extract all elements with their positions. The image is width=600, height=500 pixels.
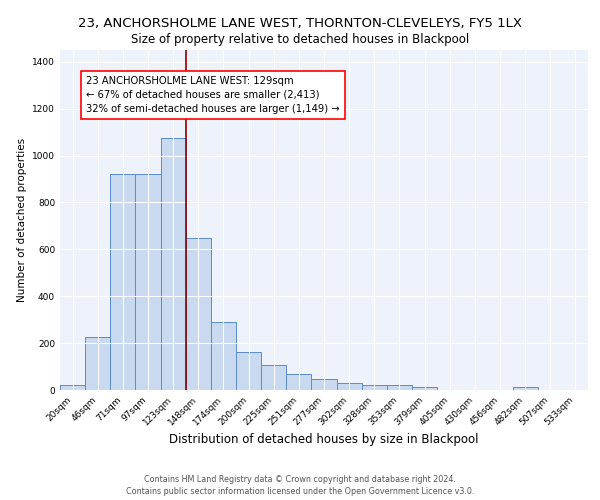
Bar [311, 380, 337, 390]
Bar [110, 174, 136, 390]
Bar [136, 174, 161, 390]
Bar [362, 386, 387, 390]
Bar [512, 387, 538, 390]
Bar [387, 386, 412, 390]
X-axis label: Distribution of detached houses by size in Blackpool: Distribution of detached houses by size … [169, 432, 479, 446]
Bar [286, 374, 311, 390]
Text: Size of property relative to detached houses in Blackpool: Size of property relative to detached ho… [131, 32, 469, 46]
Text: 23, ANCHORSHOLME LANE WEST, THORNTON-CLEVELEYS, FY5 1LX: 23, ANCHORSHOLME LANE WEST, THORNTON-CLE… [78, 18, 522, 30]
Y-axis label: Number of detached properties: Number of detached properties [17, 138, 26, 302]
Text: 23 ANCHORSHOLME LANE WEST: 129sqm
← 67% of detached houses are smaller (2,413)
3: 23 ANCHORSHOLME LANE WEST: 129sqm ← 67% … [86, 76, 340, 114]
Bar [186, 238, 211, 390]
Bar [412, 387, 437, 390]
Bar [337, 384, 362, 390]
Text: Contains HM Land Registry data © Crown copyright and database right 2024.
Contai: Contains HM Land Registry data © Crown c… [126, 474, 474, 496]
Bar [60, 386, 85, 390]
Bar [261, 366, 286, 390]
Bar [161, 138, 186, 390]
Bar [211, 322, 236, 390]
Bar [85, 337, 110, 390]
Bar [236, 352, 261, 390]
